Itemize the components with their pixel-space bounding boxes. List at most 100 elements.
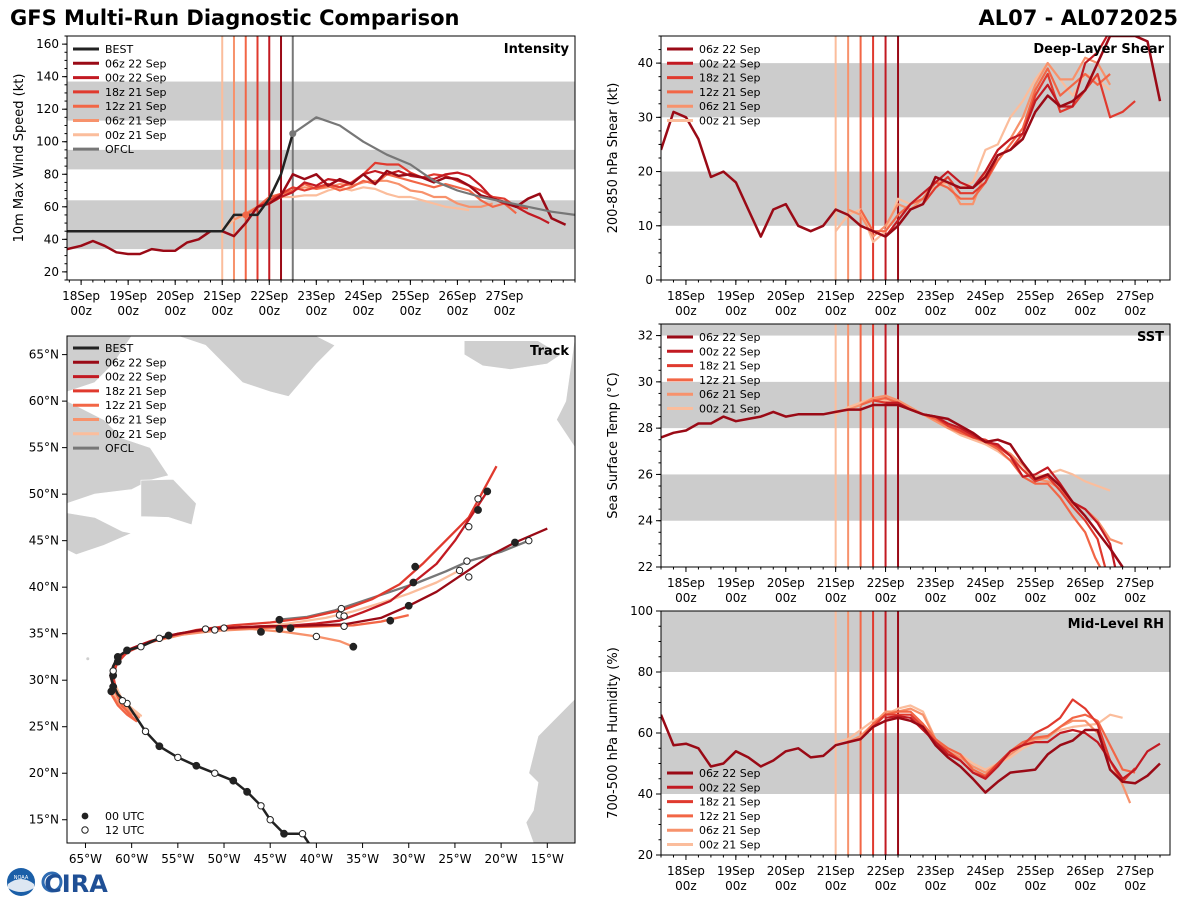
- marker-00utc: [155, 742, 164, 751]
- x-tick-label: 22Sep: [250, 289, 288, 303]
- x-tick-label: 21Sep: [817, 289, 855, 303]
- marker-12utc: [137, 643, 145, 651]
- x-tick-label: 00z: [164, 304, 186, 318]
- marker-00utc: [107, 687, 116, 696]
- x-tick-label: 00z: [875, 591, 897, 605]
- legend-label: 00z 21 Sep: [105, 129, 167, 142]
- plot-frame: [66, 335, 576, 844]
- marker-00utc: [411, 562, 420, 571]
- marker-12utc: [337, 604, 346, 613]
- map-area: [67, 336, 575, 843]
- land-newfoundland: [140, 478, 197, 526]
- land-maritimes: [67, 512, 133, 555]
- threshold-band: [661, 474, 1170, 521]
- y-tick-label: 28: [638, 421, 653, 435]
- x-tick-label: 24Sep: [966, 864, 1004, 878]
- legend-label: 06z 21 Sep: [699, 388, 761, 401]
- threshold-band: [67, 81, 575, 121]
- legend-marker-filled: [81, 812, 89, 820]
- x-tick-label: 00z: [675, 879, 697, 893]
- y-tick-label: 140: [36, 70, 59, 84]
- series-line-06z-22-sep: [661, 403, 1124, 567]
- legend-label: 06z 21 Sep: [699, 100, 761, 113]
- legend-label: 06z 22 Sep: [105, 356, 167, 369]
- track-line-06z-22-sep: [109, 527, 548, 687]
- x-tick-label: 00z: [825, 591, 847, 605]
- legend-label: 18z 21 Sep: [105, 86, 167, 99]
- legend-label: 06z 21 Sep: [699, 824, 761, 837]
- panel-title: Deep-Layer Shear: [1033, 42, 1164, 57]
- noaa-text: NOAA: [14, 875, 29, 881]
- data-point: [289, 130, 297, 138]
- threshold-band: [67, 149, 575, 170]
- x-tick-label: 22Sep: [867, 864, 905, 878]
- y-tick-label: 24: [638, 514, 653, 528]
- x-tick-label: 00z: [1124, 879, 1146, 893]
- x-tick-label: 00z: [353, 304, 375, 318]
- plot-area: [661, 611, 1170, 855]
- x-tick-label: 27Sep: [1116, 576, 1154, 590]
- marker-12utc: [455, 566, 464, 575]
- y-tick-label: 80: [638, 665, 653, 679]
- y-tick-label: 60: [44, 200, 59, 214]
- series-line-06z-22-sep: [661, 36, 1162, 238]
- y-tick-label: 20: [44, 265, 59, 279]
- x-tick-label: 00z: [1074, 304, 1096, 318]
- y-tick-label: 25°N: [29, 720, 59, 734]
- x-tick-label: 19Sep: [717, 289, 755, 303]
- x-tick-label: 26Sep: [438, 289, 476, 303]
- page-title: GFS Multi-Run Diagnostic Comparison: [10, 6, 460, 30]
- x-tick-label: 50°W: [207, 852, 240, 866]
- legend-label: OFCL: [105, 143, 135, 156]
- plot-frame: [660, 323, 1171, 568]
- marker-00utc: [229, 776, 238, 785]
- x-tick-label: 00z: [675, 304, 697, 318]
- chart-intensity: 2040608010012014016018Sep00z19Sep00z20Se…: [12, 35, 576, 318]
- marker-12utc: [312, 632, 321, 641]
- x-tick-label: 20Sep: [767, 576, 805, 590]
- y-tick-label: 50°N: [29, 487, 59, 501]
- track-line-18z-21-sep: [112, 465, 498, 686]
- legend-label: 12z 21 Sep: [699, 810, 761, 823]
- marker-12utc: [155, 634, 164, 643]
- marker-00utc: [243, 787, 252, 796]
- y-tick-label: 30: [638, 110, 653, 124]
- marker-00utc: [474, 506, 482, 514]
- legend-label: 12z 21 Sep: [105, 399, 167, 412]
- y-tick-label: 160: [36, 37, 59, 51]
- land-greenland: [67, 336, 336, 397]
- legend-label: 12z 21 Sep: [699, 86, 761, 99]
- plot-area: [67, 36, 575, 280]
- y-tick-label: 35°N: [29, 627, 59, 641]
- marker-12utc: [257, 802, 265, 810]
- land-scandinavia: [556, 336, 575, 449]
- marker-12utc: [474, 495, 482, 503]
- x-tick-label: 18Sep: [667, 864, 705, 878]
- x-tick-label: 40°W: [300, 852, 333, 866]
- marker-00utc: [511, 538, 519, 547]
- legend-label: 06z 22 Sep: [699, 331, 761, 344]
- panel-title: Track: [530, 344, 569, 359]
- track-line-00z-21-sep: [112, 569, 461, 717]
- legend-label: 06z 21 Sep: [105, 115, 167, 128]
- marker-12utc: [525, 536, 533, 545]
- x-tick-label: 00z: [1024, 591, 1046, 605]
- marker-00utc: [286, 624, 295, 633]
- x-tick-label: 00z: [725, 304, 747, 318]
- legend-label: 06z 21 Sep: [105, 414, 167, 427]
- x-tick-label: 00z: [975, 879, 997, 893]
- x-tick-label: 00z: [117, 304, 139, 318]
- y-tick-label: 40°N: [29, 580, 59, 594]
- x-tick-label: 45°W: [254, 852, 287, 866]
- y-tick-label: 30°N: [29, 673, 59, 687]
- x-tick-label: 00z: [975, 304, 997, 318]
- y-axis-label: 200-850 hPa Shear (kt): [606, 83, 621, 234]
- marker-12utc: [174, 753, 182, 762]
- x-tick-label: 26Sep: [1066, 864, 1104, 878]
- marker-00utc: [386, 616, 395, 625]
- y-tick-label: 20: [638, 165, 653, 179]
- y-tick-label: 20: [638, 848, 653, 862]
- x-tick-label: 00z: [825, 879, 847, 893]
- y-tick-label: 40: [44, 232, 59, 246]
- y-tick-label: 60°N: [29, 394, 59, 408]
